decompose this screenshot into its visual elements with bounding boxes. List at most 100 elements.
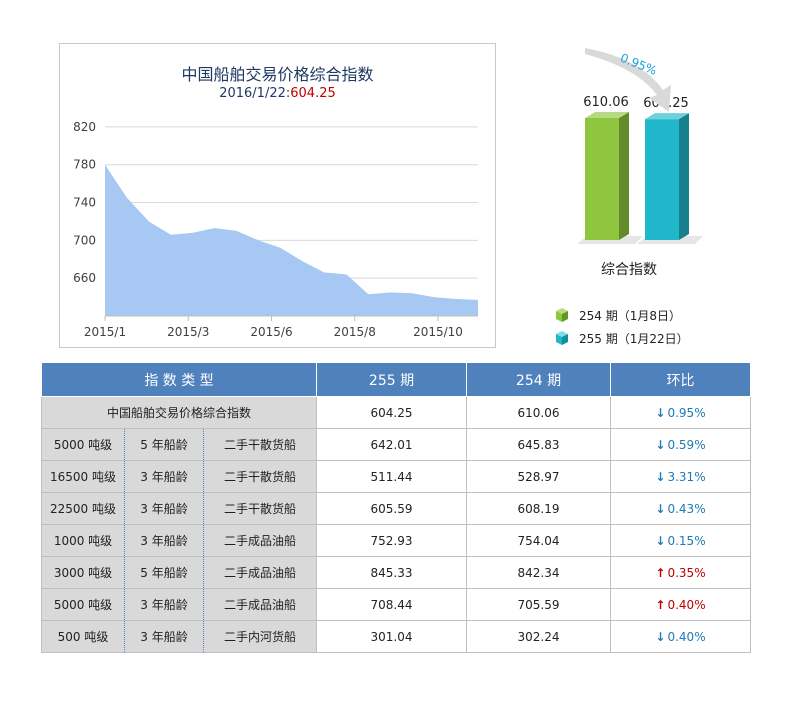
legend-label-254: 254 期（1月8日） xyxy=(579,309,681,323)
cell-period-254: 705.59 xyxy=(466,588,611,621)
cell-period-255: 708.44 xyxy=(316,588,467,621)
area-chart: 820 780 740 700 660 2015/1 2015/3 2015/6 2015/8 2… xyxy=(73,120,478,339)
y-tick-label: 820 xyxy=(73,120,96,134)
cell-period-255: 301.04 xyxy=(316,620,467,653)
cell-period-255: 604.25 xyxy=(316,396,467,429)
bar-axis-label: 综合指数 xyxy=(601,262,657,278)
ship-kind-label: 二手内河货船 xyxy=(223,630,296,644)
tonnage-label: 5000 吨级 xyxy=(53,598,113,612)
tonnage-label: 22500 吨级 xyxy=(50,502,116,516)
y-tick-label: 740 xyxy=(73,196,96,210)
change-value: 0.40% xyxy=(667,597,706,612)
cell-change: ↓ 3.31% xyxy=(610,460,751,493)
bar-254 xyxy=(585,111,629,240)
ship-kind-label: 二手干散货船 xyxy=(223,470,296,484)
cell-period-255: 605.59 xyxy=(316,492,467,525)
y-tick-label: 780 xyxy=(73,158,96,172)
change-arrow-icon xyxy=(585,48,671,112)
cell-index-type: 5000 吨级 3 年船龄 二手成品油船 xyxy=(41,588,317,621)
arrow-up-icon: ↑ xyxy=(655,565,666,580)
arrow-down-icon: ↓ xyxy=(655,405,666,420)
change-value: 3.31% xyxy=(667,469,706,484)
cell-period-254: 754.04 xyxy=(466,524,611,557)
arrow-down-icon: ↓ xyxy=(655,437,666,452)
change-value: 0.43% xyxy=(667,501,706,516)
ship-kind-label: 二手成品油船 xyxy=(223,566,296,580)
tonnage-label: 16500 吨级 xyxy=(50,470,116,484)
cell-period-254: 610.06 xyxy=(466,396,611,429)
legend-item-255: 255 期（1月22日） xyxy=(555,330,689,349)
chart-title: 中国船舶交易价格综合指数 xyxy=(181,65,374,84)
subtitle-date: 2016/1/22: xyxy=(219,86,291,101)
ship-age-label: 3 年船龄 xyxy=(124,525,204,556)
cell-index-type: 中国船舶交易价格综合指数 xyxy=(41,396,317,429)
ship-kind-label: 二手成品油船 xyxy=(223,534,296,548)
ship-age-label: 3 年船龄 xyxy=(124,589,204,620)
table-header-row: 指 数 类 型 255 期 254 期 环比 xyxy=(41,362,751,397)
cell-change: ↓ 0.40% xyxy=(610,620,751,653)
cell-change: ↓ 0.15% xyxy=(610,524,751,557)
ship-age-label: 3 年船龄 xyxy=(124,493,204,524)
arrow-down-icon: ↓ xyxy=(655,469,666,484)
table-row: 1000 吨级 3 年船龄 二手成品油船 752.93 754.04 ↓ 0.15% xyxy=(41,524,751,557)
header-index-type: 指 数 类 型 xyxy=(41,362,317,397)
bar-255 xyxy=(645,113,689,240)
cell-index-type: 5000 吨级 5 年船龄 二手干散货船 xyxy=(41,428,317,461)
ship-kind-label: 二手干散货船 xyxy=(223,502,296,516)
tonnage-label: 3000 吨级 xyxy=(53,566,113,580)
x-tick-label: 2015/1 xyxy=(84,325,126,339)
bar-value-label: 610.06 xyxy=(583,95,629,110)
x-tick-label: 2015/3 xyxy=(167,325,209,339)
cell-period-255: 845.33 xyxy=(316,556,467,589)
change-value: 0.59% xyxy=(667,437,706,452)
cell-change: ↑ 0.35% xyxy=(610,556,751,589)
table-row: 5000 吨级 3 年船龄 二手成品油船 708.44 705.59 ↑ 0.40% xyxy=(41,588,751,621)
area-chart-panel: 中国船舶交易价格综合指数 2016/1/22:604.25 820 780 740 7… xyxy=(59,43,496,348)
y-tick-label: 700 xyxy=(73,233,96,247)
arrow-down-icon: ↓ xyxy=(655,533,666,548)
cell-period-254: 528.97 xyxy=(466,460,611,493)
legend-swatch-cyan xyxy=(555,330,569,349)
legend-swatch-green xyxy=(555,307,569,326)
change-value: 0.35% xyxy=(667,565,706,580)
ship-kind-label: 二手干散货船 xyxy=(223,438,296,452)
table-row: 22500 吨级 3 年船龄 二手干散货船 605.59 608.19 ↓ 0.43% xyxy=(41,492,751,525)
cell-index-type: 3000 吨级 5 年船龄 二手成品油船 xyxy=(41,556,317,589)
cell-period-254: 842.34 xyxy=(466,556,611,589)
arrow-up-icon: ↑ xyxy=(655,597,666,612)
cell-index-type: 22500 吨级 3 年船龄 二手干散货船 xyxy=(41,492,317,525)
cell-period-255: 642.01 xyxy=(316,428,467,461)
cell-period-255: 752.93 xyxy=(316,524,467,557)
ship-kind-label: 二手成品油船 xyxy=(223,598,296,612)
change-value: 0.95% xyxy=(667,405,706,420)
area-series xyxy=(105,164,478,316)
ship-age-label: 3 年船龄 xyxy=(124,621,204,652)
table-row: 16500 吨级 3 年船龄 二手干散货船 511.44 528.97 ↓ 3.31% xyxy=(41,460,751,493)
cell-index-type: 1000 吨级 3 年船龄 二手成品油船 xyxy=(41,524,317,557)
cell-period-254: 645.83 xyxy=(466,428,611,461)
header-period-255: 255 期 xyxy=(316,362,467,397)
arrow-down-icon: ↓ xyxy=(655,629,666,644)
table-row: 中国船舶交易价格综合指数 604.25 610.06 ↓ 0.95% xyxy=(41,396,751,429)
tonnage-label: 5000 吨级 xyxy=(53,438,113,452)
y-tick-label: 660 xyxy=(73,271,96,285)
header-change: 环比 xyxy=(610,362,751,397)
tonnage-label: 500 吨级 xyxy=(57,630,109,644)
ship-age-label: 5 年船龄 xyxy=(124,557,204,588)
index-table: 指 数 类 型 255 期 254 期 环比 中国船舶交易价格综合指数 604.2… xyxy=(41,362,751,653)
cell-period-255: 511.44 xyxy=(316,460,467,493)
cell-index-type: 16500 吨级 3 年船龄 二手干散货船 xyxy=(41,460,317,493)
cell-period-254: 302.24 xyxy=(466,620,611,653)
change-value: 0.40% xyxy=(667,629,706,644)
cell-change: ↑ 0.40% xyxy=(610,588,751,621)
cell-period-254: 608.19 xyxy=(466,492,611,525)
ship-age-label: 3 年船龄 xyxy=(124,461,204,492)
cell-index-type: 500 吨级 3 年船龄 二手内河货船 xyxy=(41,620,317,653)
bar-chart: 610.06604.250.95%综合指数 xyxy=(577,48,703,278)
cell-change: ↓ 0.43% xyxy=(610,492,751,525)
arrow-down-icon: ↓ xyxy=(655,501,666,516)
cell-change: ↓ 0.59% xyxy=(610,428,751,461)
chart-subtitle: 2016/1/22:604.25 xyxy=(60,86,495,101)
subtitle-value: 604.25 xyxy=(290,86,336,101)
x-tick-label: 2015/8 xyxy=(334,325,376,339)
